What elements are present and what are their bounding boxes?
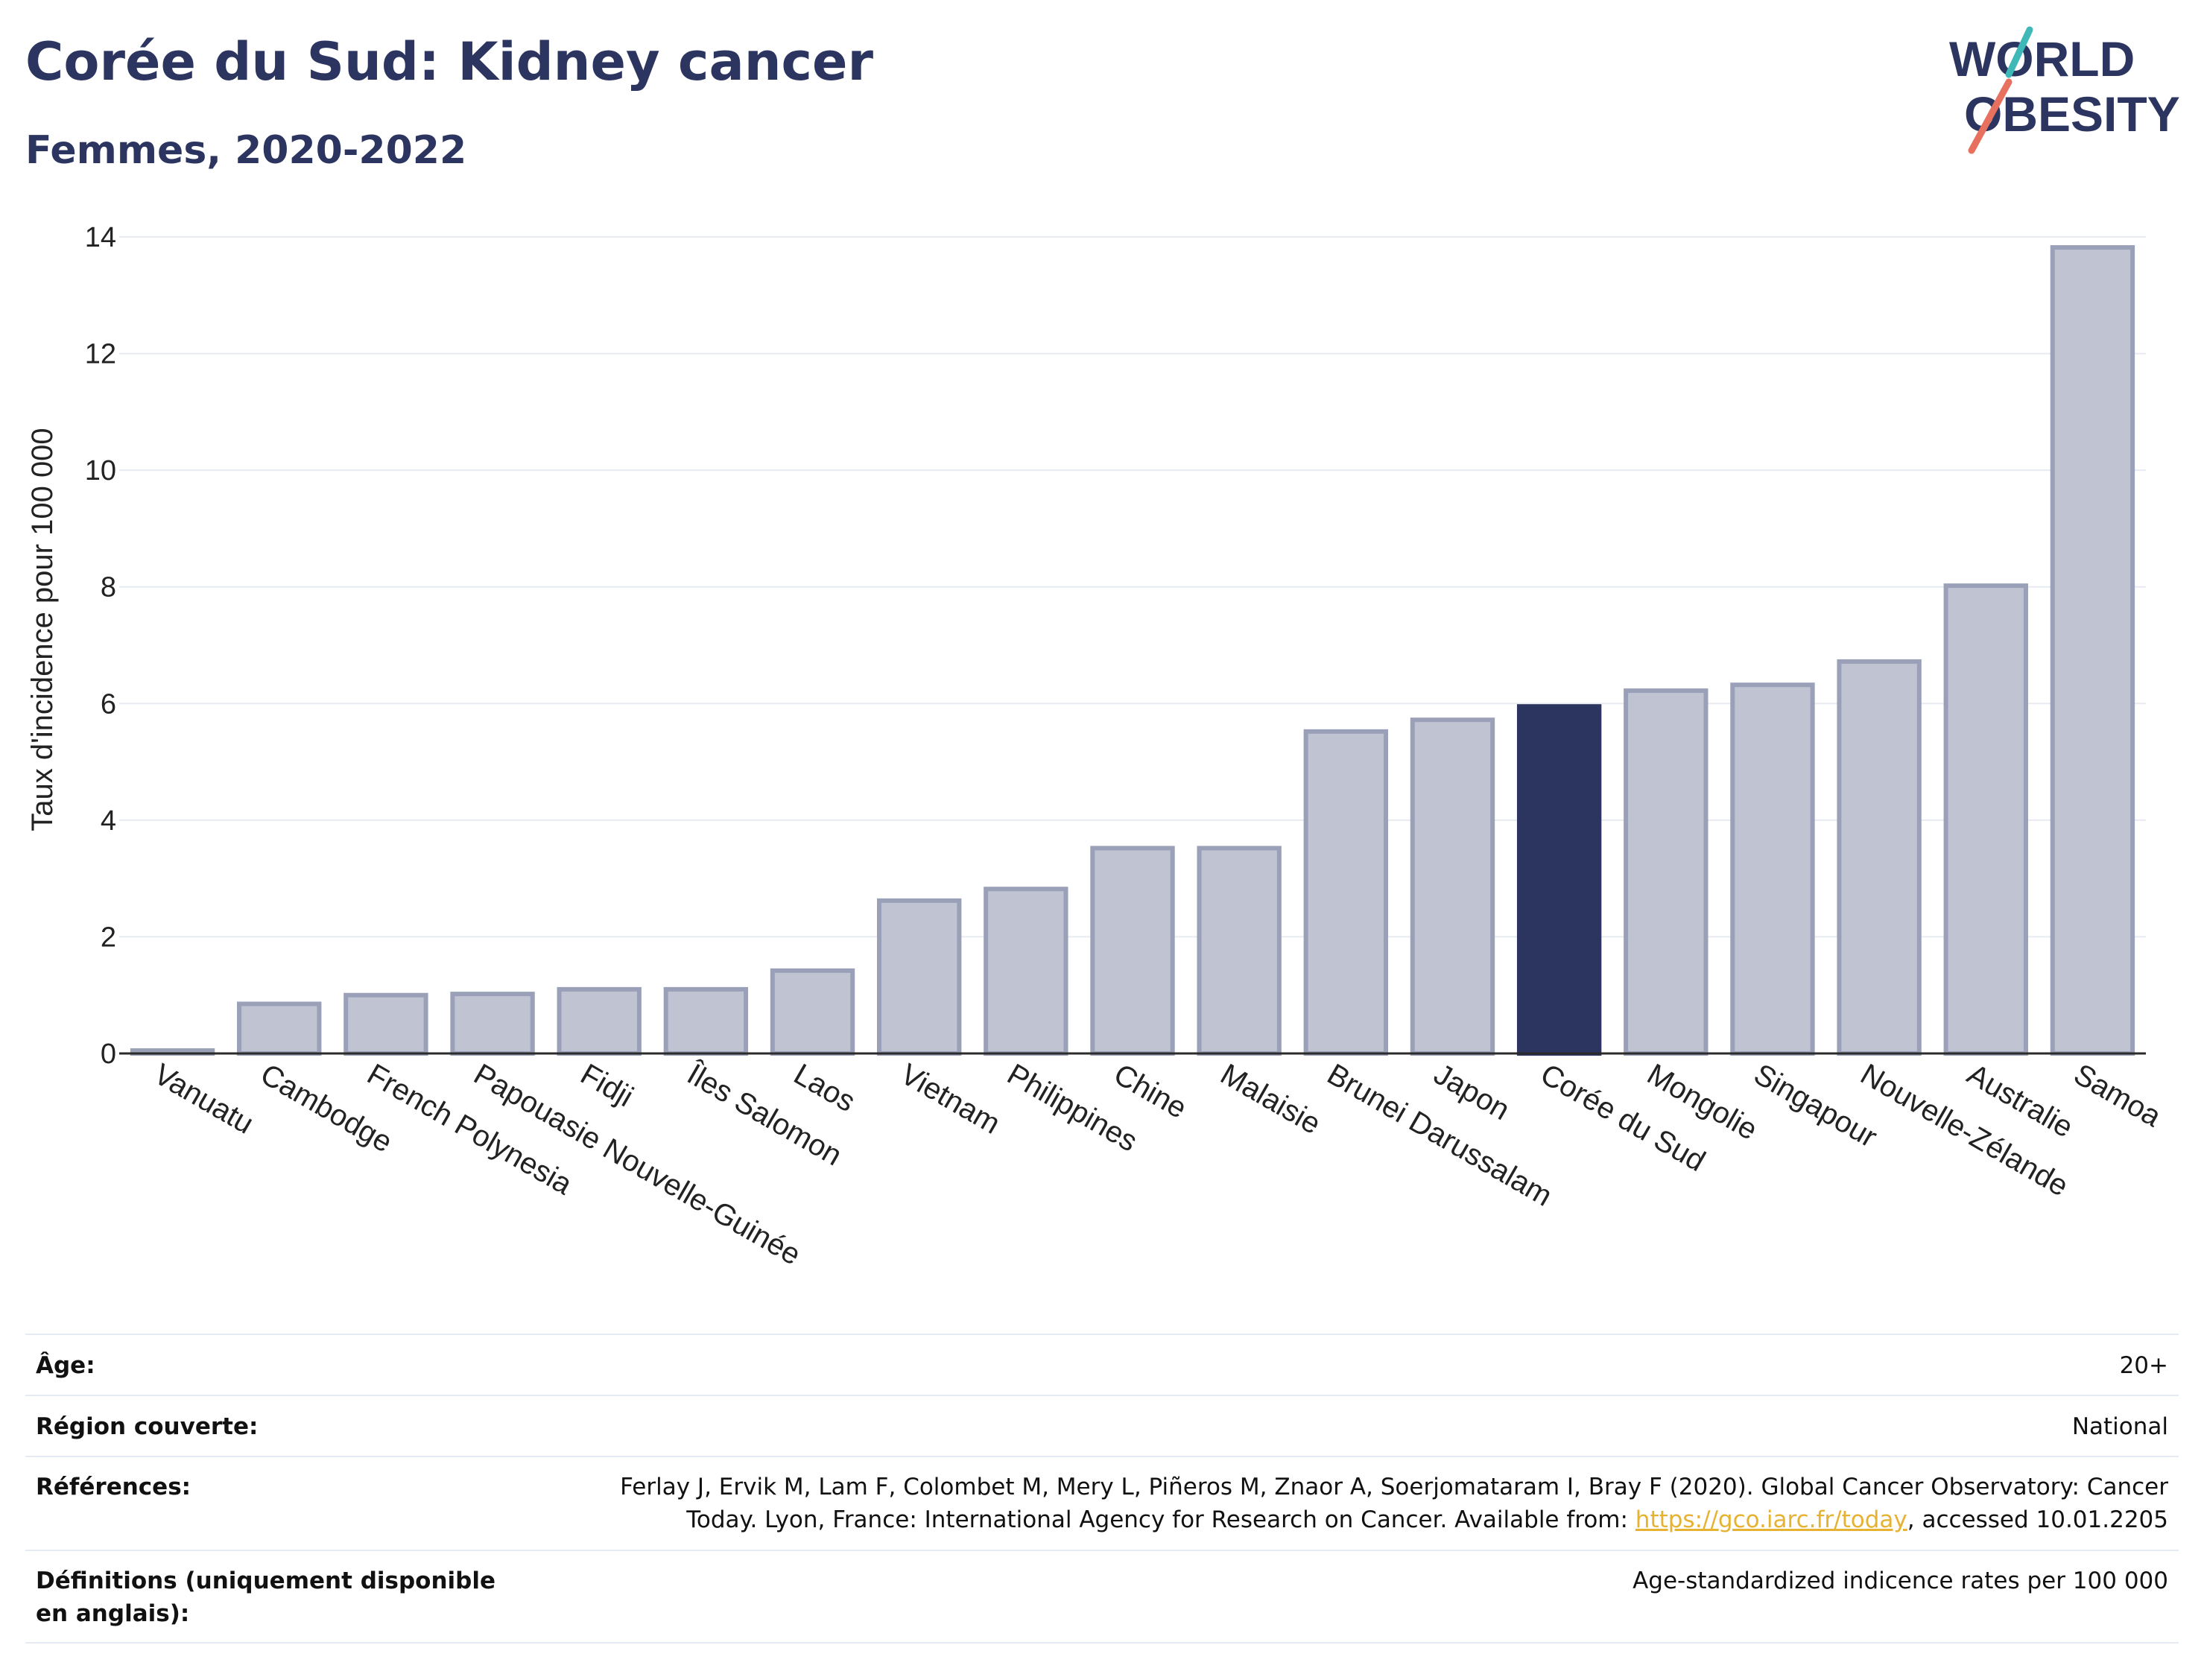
- bar: [984, 887, 1068, 1056]
- x-tick-label: Vanuatu: [148, 1058, 259, 1141]
- bar: [1624, 688, 1709, 1056]
- page-title: Corée du Sud: Kidney cancer: [25, 31, 874, 92]
- bar: [1303, 729, 1389, 1056]
- bar-highlight: [1516, 704, 1602, 1056]
- y-tick-label: 12: [85, 339, 116, 370]
- bar: [1090, 846, 1175, 1056]
- meta-value: 20+: [2119, 1352, 2168, 1379]
- meta-row-region: Région couverte: National: [25, 1396, 2179, 1457]
- meta-value: Age-standardized indicence rates per 100…: [1633, 1568, 2168, 1594]
- x-tick-label: Vietnam: [895, 1058, 1005, 1141]
- x-tick-label: Chine: [1109, 1058, 1193, 1125]
- y-tick-label: 4: [101, 805, 116, 837]
- logo-teal-slash: [2005, 26, 2033, 78]
- bar: [770, 968, 855, 1056]
- bar: [1410, 717, 1495, 1056]
- y-tick-label: 8: [101, 572, 116, 603]
- bar: [557, 986, 642, 1056]
- meta-row-references: Références: Ferlay J, Ervik M, Lam F, Co…: [25, 1457, 2179, 1551]
- y-tick-label: 2: [101, 922, 116, 953]
- bar: [877, 898, 962, 1056]
- y-tick-label: 6: [101, 688, 116, 720]
- bar: [1730, 682, 1815, 1056]
- meta-value: National: [2071, 1413, 2168, 1440]
- metadata-table: Âge: 20+ Région couverte: National Référ…: [25, 1334, 2179, 1643]
- x-tick-label: Malaisie: [1215, 1058, 1326, 1141]
- logo-coral-slash: [1968, 78, 2013, 154]
- y-tick-label: 10: [85, 455, 116, 486]
- meta-label: Références:: [36, 1474, 191, 1500]
- world-obesity-logo: WORLD OBESITY: [1949, 26, 2180, 154]
- bar: [237, 1001, 322, 1056]
- meta-row-definitions: Définitions (uniquement disponible en an…: [25, 1551, 2179, 1643]
- chart-bars: [130, 245, 2135, 1056]
- meta-label: Région couverte:: [36, 1413, 259, 1440]
- meta-label: Âge:: [36, 1352, 95, 1379]
- meta-label: Définitions (uniquement disponible en an…: [36, 1568, 496, 1627]
- x-tick-label: Samoa: [2068, 1058, 2167, 1134]
- y-tick-label: 14: [85, 222, 116, 253]
- y-tick-label: 0: [101, 1039, 116, 1070]
- x-tick-label: Japon: [1428, 1058, 1515, 1127]
- reference-link[interactable]: https://gco.iarc.fr/today: [1635, 1506, 1907, 1533]
- bar: [1197, 846, 1282, 1056]
- bar: [663, 986, 749, 1056]
- bar: [450, 992, 535, 1056]
- logo-line1: WORLD: [1949, 31, 2135, 86]
- meta-value: Ferlay J, Ervik M, Lam F, Colombet M, Me…: [559, 1471, 2168, 1536]
- bar: [1943, 583, 2028, 1056]
- bar: [343, 992, 428, 1056]
- y-tick-labels: 0 2 4 6 8 10 12 14: [85, 222, 116, 1070]
- bar: [1837, 659, 1922, 1056]
- meta-row-age: Âge: 20+: [25, 1335, 2179, 1396]
- x-tick-label: Laos: [788, 1058, 861, 1118]
- y-axis-label: Taux d'incidence pour 100 000: [26, 428, 59, 831]
- reference-text-end: , accessed 10.01.2205: [1907, 1506, 2168, 1533]
- page-subtitle: Femmes, 2020-2022: [25, 128, 467, 173]
- x-tick-label: Fidji: [575, 1058, 639, 1114]
- reference-text: Ferlay J, Ervik M, Lam F, Colombet M, Me…: [620, 1474, 2168, 1533]
- bar: [2050, 245, 2135, 1056]
